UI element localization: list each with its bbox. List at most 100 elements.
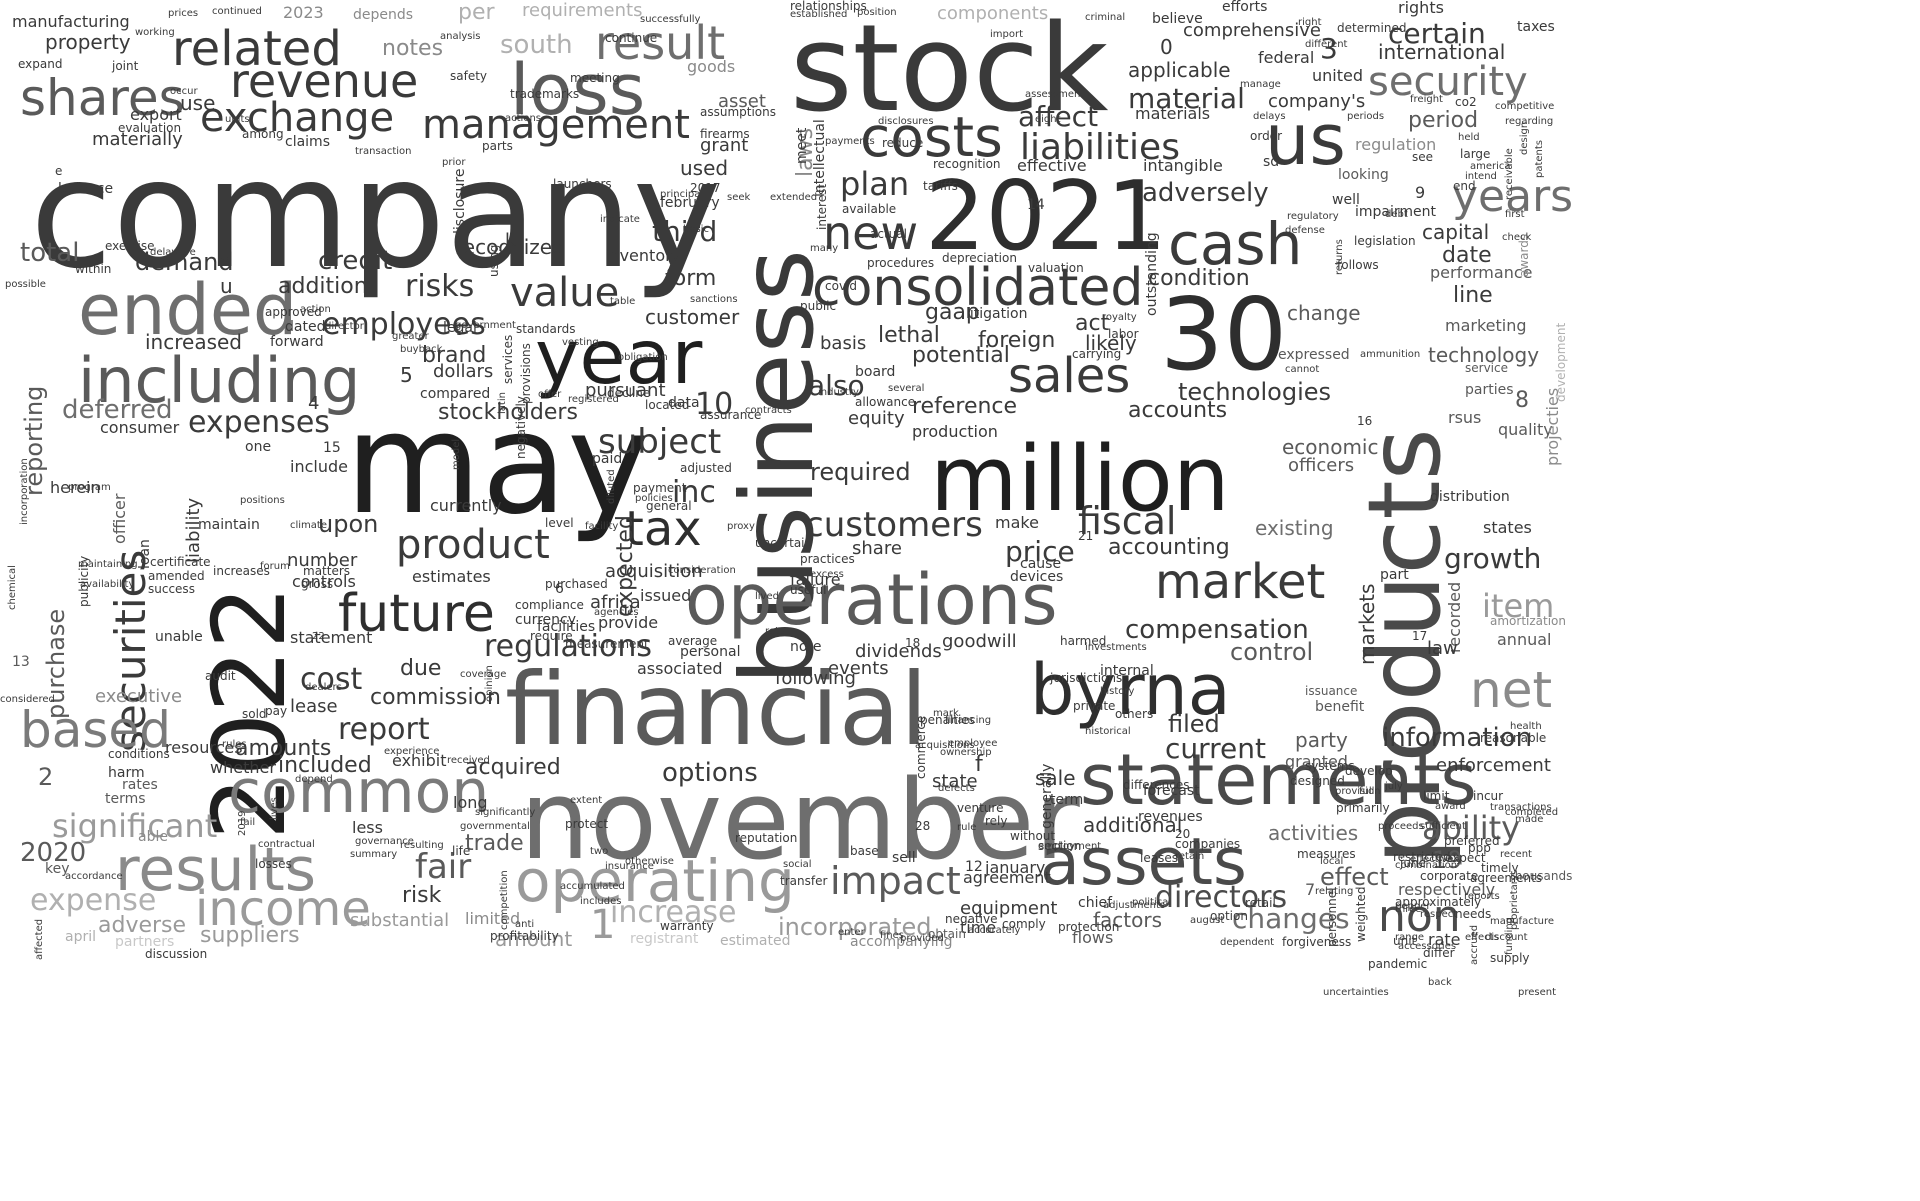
cloud-word-potential: potential xyxy=(912,343,1010,368)
cloud-word-4: 4 xyxy=(308,393,320,414)
cloud-word-employee: employee xyxy=(948,738,998,749)
cloud-word-9: 9 xyxy=(1415,183,1426,202)
cloud-word-trademarks: trademarks xyxy=(510,87,580,101)
cloud-word-employment: employment xyxy=(1038,841,1102,852)
cloud-word-enter: enter xyxy=(838,927,865,938)
cloud-word-marketing: marketing xyxy=(1445,316,1527,335)
cloud-word-forecast: forecast xyxy=(1143,783,1200,799)
cloud-word-transfer: transfer xyxy=(780,874,828,888)
cloud-word-basis: basis xyxy=(820,333,867,354)
cloud-word-weighted: weighted xyxy=(1354,886,1368,942)
cloud-word-companies: companies xyxy=(1175,837,1241,851)
cloud-word-performance: performance xyxy=(1430,263,1533,282)
cloud-word-climate: climate xyxy=(290,520,327,531)
cloud-word-coverage: coverage xyxy=(460,669,507,680)
cloud-word-sale: sale xyxy=(1035,766,1076,790)
cloud-word-personal: personal xyxy=(680,644,741,660)
cloud-word-adjustments: adjustments xyxy=(1103,900,1166,911)
cloud-word-recognized: recognized xyxy=(455,235,565,259)
cloud-word-purchased: purchased xyxy=(545,577,608,591)
cloud-word-successfully: successfully xyxy=(640,14,701,25)
cloud-word-16: 16 xyxy=(1357,414,1373,428)
cloud-word-factors: factors xyxy=(1093,908,1163,932)
cloud-word-approved: approved xyxy=(265,305,322,319)
cloud-word-among: among xyxy=(242,127,284,141)
cloud-word-others: others xyxy=(1115,707,1154,721)
cloud-word-opinion: opinion xyxy=(484,665,495,702)
cloud-word-follows: follows xyxy=(1337,258,1379,272)
cloud-word-obligation: obligation xyxy=(618,352,668,363)
cloud-word-including: including xyxy=(78,344,361,417)
cloud-word-2019: 2019 xyxy=(237,810,248,836)
cloud-word-maintaining: maintaining xyxy=(78,559,138,570)
cloud-word-asset: asset xyxy=(718,91,766,112)
cloud-word-technologies: technologies xyxy=(1178,378,1331,406)
cloud-word-law: law xyxy=(1427,638,1458,659)
cloud-word-industry: industry xyxy=(818,387,859,398)
cloud-word-applicable: applicable xyxy=(1128,58,1231,82)
cloud-word-distribution: distribution xyxy=(1430,489,1510,505)
cloud-word-facilities: facilities xyxy=(537,619,596,635)
cloud-word-significantly: significantly xyxy=(475,807,536,818)
cloud-word-continue: continue xyxy=(605,31,658,45)
cloud-word-determined: determined xyxy=(1337,21,1407,35)
cloud-word-expressed: expressed xyxy=(1278,347,1350,363)
cloud-word-intangible: intangible xyxy=(1143,156,1223,175)
cloud-word-issuance: issuance xyxy=(1305,684,1358,698)
cloud-word-ended: ended xyxy=(78,269,298,351)
cloud-word-forgiveness: forgiveness xyxy=(1282,935,1352,949)
cloud-word-audit: audit xyxy=(205,669,236,683)
cloud-word-warranty: warranty xyxy=(660,919,714,933)
cloud-word-average: average xyxy=(668,634,718,648)
cloud-word-africa: africa xyxy=(590,592,641,613)
cloud-word-cash: cash xyxy=(1168,210,1303,278)
cloud-word-experience: experience xyxy=(384,746,440,757)
cloud-word-sd: sd xyxy=(1263,154,1280,170)
cloud-word-governance: governance xyxy=(355,836,414,847)
cloud-word-carrying: carrying xyxy=(1072,347,1122,361)
cloud-word-additional: additional xyxy=(1083,813,1183,837)
cloud-word-incorporated: incorporated xyxy=(778,913,932,941)
cloud-word-20: 20 xyxy=(1175,827,1191,841)
cloud-word-equipment: equipment xyxy=(960,898,1058,919)
cloud-word-demand: demand xyxy=(135,248,234,276)
cloud-word-considered: considered xyxy=(0,694,55,705)
cloud-word-filed: filed xyxy=(1168,710,1220,738)
cloud-word-periods: periods xyxy=(1347,111,1385,122)
cloud-word-meet: meet xyxy=(794,127,810,164)
cloud-word-forward: forward xyxy=(270,334,324,350)
cloud-word-whether: whether xyxy=(210,758,276,777)
cloud-word-regulations: regulations xyxy=(484,629,653,664)
cloud-word-option: option xyxy=(1210,909,1248,923)
cloud-word-principal: principal xyxy=(660,189,704,200)
cloud-word-inventory: inventory xyxy=(605,246,682,265)
cloud-word-proprietary: proprietary xyxy=(1509,874,1520,930)
cloud-word-security: security xyxy=(1368,59,1528,105)
cloud-word-accrued: accrued xyxy=(1469,924,1480,965)
cloud-word-upon: upon xyxy=(318,510,379,538)
cloud-word-fiscal: fiscal xyxy=(1078,499,1177,543)
cloud-word-latin: latin xyxy=(497,392,508,414)
cloud-word-receivable: receivable xyxy=(1504,148,1515,200)
cloud-word-base: base xyxy=(850,844,879,858)
cloud-word-july: july xyxy=(1385,781,1403,792)
cloud-word-award: award xyxy=(1435,801,1466,812)
cloud-word-greater: greater xyxy=(392,331,429,342)
cloud-word-key: key xyxy=(45,861,70,877)
cloud-word-relationships: relationships xyxy=(790,0,867,13)
cloud-word-expenses: expenses xyxy=(188,405,330,440)
cloud-word-e: e xyxy=(55,164,63,178)
cloud-word-position: position xyxy=(857,7,897,18)
cloud-word-unit: unit xyxy=(1393,934,1417,948)
cloud-word-manufacturing: manufacturing xyxy=(12,12,130,31)
cloud-word-million: million xyxy=(930,427,1230,532)
cloud-word-designed: designed xyxy=(1290,774,1345,788)
cloud-word-within: within xyxy=(75,262,112,276)
cloud-word-fines: fines xyxy=(880,930,904,941)
cloud-word-conditions: conditions xyxy=(108,747,170,761)
cloud-word-executive: executive xyxy=(95,686,183,707)
cloud-word-joint: joint xyxy=(112,59,139,73)
cloud-word-ammunition: ammunition xyxy=(1360,349,1421,360)
cloud-word-transaction: transaction xyxy=(355,146,412,157)
